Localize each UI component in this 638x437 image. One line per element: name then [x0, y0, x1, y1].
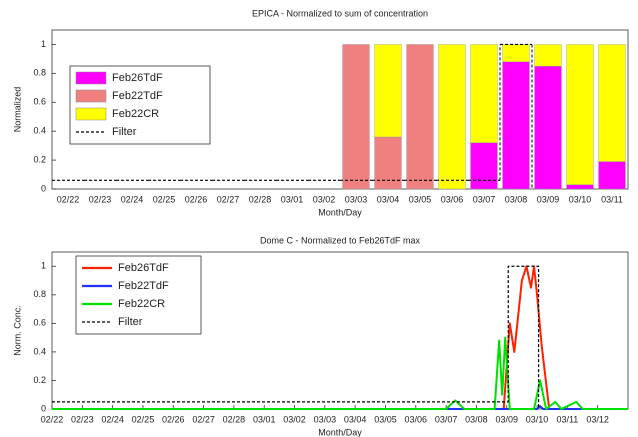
legend-label: Feb22CR — [112, 108, 159, 120]
legend-swatch — [75, 107, 107, 121]
legend-label: Filter — [118, 316, 143, 328]
x-tick-label: 03/06 — [441, 194, 464, 204]
x-tick-label: 03/09 — [537, 194, 560, 204]
x-tick-label: 03/09 — [495, 414, 518, 424]
legend-label: Feb22TdF — [118, 280, 169, 292]
bar-segment — [502, 44, 530, 62]
bar-segment — [470, 44, 498, 143]
y-tick-label: 0.6 — [33, 318, 46, 328]
x-tick-label: 02/22 — [41, 414, 64, 424]
y-tick-label: 0.8 — [33, 289, 46, 299]
y-tick-label: 0.4 — [33, 126, 46, 136]
x-axis-label: Month/Day — [318, 207, 362, 217]
legend-swatch — [75, 71, 107, 85]
x-tick-label: 03/04 — [344, 414, 367, 424]
x-tick-label: 02/25 — [153, 194, 176, 204]
x-tick-label: 02/28 — [223, 414, 246, 424]
x-tick-label: 03/02 — [313, 194, 336, 204]
x-tick-label: 03/05 — [374, 414, 397, 424]
x-tick-label: 02/25 — [132, 414, 155, 424]
bar-segment — [598, 44, 626, 162]
x-tick-label: 03/11 — [556, 414, 578, 424]
y-tick-label: 1 — [41, 39, 46, 49]
x-tick-label: 03/01 — [281, 194, 304, 204]
bar-segment — [374, 44, 402, 138]
y-tick-label: 0.4 — [33, 346, 46, 356]
x-tick-label: 03/02 — [283, 414, 306, 424]
legend-label: Feb22CR — [118, 298, 165, 310]
bar-segment — [438, 44, 466, 190]
bar-segment — [406, 44, 434, 190]
legend-label: Feb26TdF — [112, 72, 163, 84]
bar-segment — [374, 136, 402, 190]
x-tick-label: 03/03 — [345, 194, 368, 204]
x-tick-label: 02/27 — [217, 194, 240, 204]
x-tick-label: 03/10 — [526, 414, 549, 424]
x-tick-label: 03/06 — [405, 414, 428, 424]
x-tick-label: 02/26 — [162, 414, 185, 424]
y-tick-label: 0.8 — [33, 68, 46, 78]
chart-title: Dome C - Normalized to Feb26TdF max — [260, 235, 421, 245]
y-tick-label: 0 — [41, 403, 46, 413]
y-tick-label: 0.6 — [33, 97, 46, 107]
x-tick-label: 02/23 — [89, 194, 112, 204]
x-tick-label: 03/01 — [253, 414, 276, 424]
x-tick-label: 02/24 — [121, 194, 144, 204]
x-tick-label: 02/26 — [185, 194, 208, 204]
x-tick-label: 02/23 — [71, 414, 94, 424]
legend-label: Filter — [112, 126, 137, 138]
x-tick-label: 03/08 — [465, 414, 488, 424]
series-line — [52, 336, 628, 410]
bar-segment — [534, 65, 562, 190]
bar-segment — [342, 44, 370, 190]
series-line — [52, 265, 540, 409]
legend-label: Feb22TdF — [112, 90, 163, 102]
y-tick-label: 0.2 — [33, 375, 46, 385]
x-tick-label: 03/11 — [601, 194, 623, 204]
x-tick-label: 03/08 — [505, 194, 528, 204]
bar-segment — [502, 61, 530, 190]
x-tick-label: 03/03 — [314, 414, 337, 424]
y-tick-label: 1 — [41, 261, 46, 271]
x-tick-label: 03/07 — [435, 414, 458, 424]
x-tick-label: 03/05 — [409, 194, 432, 204]
bar-segment — [566, 44, 594, 185]
chart-title: EPICA - Normalized to sum of concentrati… — [252, 8, 428, 18]
bar-segment — [534, 44, 562, 67]
x-axis-label: Month/Day — [318, 427, 362, 437]
x-tick-label: 02/27 — [192, 414, 215, 424]
bar-segment — [470, 142, 498, 190]
bar-segment — [566, 184, 594, 190]
y-axis-label: Normalized — [12, 87, 22, 133]
legend-swatch — [75, 89, 107, 103]
x-tick-label: 03/07 — [473, 194, 496, 204]
legend: Feb26TdF Feb22TdF Feb22CR Filter — [69, 65, 211, 145]
y-axis-label: Norm. Conc. — [12, 305, 22, 356]
y-tick-label: 0 — [41, 183, 46, 193]
bar-segment — [598, 161, 626, 190]
x-tick-label: 03/10 — [569, 194, 592, 204]
x-tick-label: 02/28 — [249, 194, 272, 204]
y-tick-label: 0.2 — [33, 154, 46, 164]
x-tick-label: 03/12 — [586, 414, 609, 424]
legend: Feb26TdF Feb22TdF Feb22CR Filter — [75, 255, 202, 335]
x-tick-label: 03/04 — [377, 194, 400, 204]
x-tick-label: 02/22 — [57, 194, 80, 204]
legend-label: Feb26TdF — [118, 262, 169, 274]
x-tick-label: 02/24 — [101, 414, 124, 424]
